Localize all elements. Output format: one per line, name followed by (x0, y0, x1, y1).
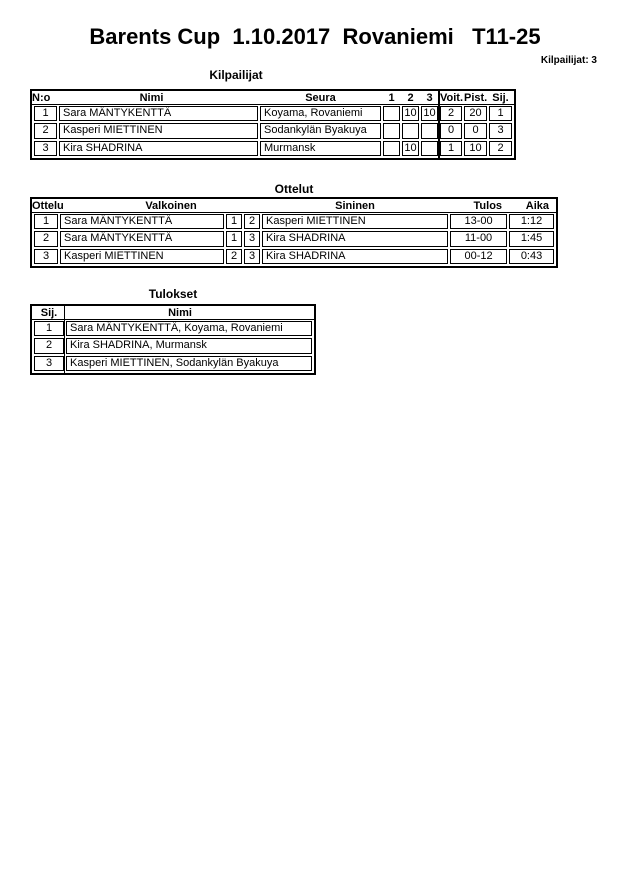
points-cell: 10 (464, 140, 487, 156)
place-separator-line (64, 304, 65, 375)
white-number-cell: 2 (226, 248, 243, 264)
wins-cell: 1 (440, 140, 462, 156)
result-place-cell: 3 (34, 355, 64, 371)
result-name-cell: Sara MÄNTYKENTTÄ, Koyama, Rovaniemi (66, 321, 312, 337)
col-header-club: Seura (305, 92, 336, 104)
competitors-header-row: N:o Nimi Seura 1 2 3 Voit. Pist. Sij. (32, 92, 512, 104)
round1-score-cell (383, 140, 400, 156)
white-competitor-cell: Sara MÄNTYKENTTÄ (60, 214, 224, 230)
competitor-number-cell: 2 (34, 123, 57, 139)
white-number-cell: 1 (226, 231, 243, 247)
page-title: Barents Cup 1.10.2017 Rovaniemi T11-25 (89, 24, 541, 49)
blue-number-cell: 3 (244, 248, 261, 264)
round1-score-cell (383, 106, 400, 122)
competitor-club-cell: Sodankylän Byakuya (260, 123, 381, 139)
col-header-wins: Voit. (440, 92, 464, 104)
competitor-number-cell: 1 (34, 106, 57, 122)
time-cell: 1:12 (509, 214, 555, 230)
matches-table: Ottelu Valkoinen Sininen Tulos Aika 1 Sa… (30, 197, 559, 268)
result-place-cell: 2 (34, 338, 64, 354)
blue-number-cell: 2 (244, 214, 261, 230)
round1-score-cell (383, 123, 400, 139)
match-row: 2 Sara MÄNTYKENTTÄ 1 3 Kira SHADRINA 11-… (34, 231, 555, 247)
competitor-count-label: Kilpailijat: 3 (540, 55, 597, 66)
competitors-table: N:o Nimi Seura 1 2 3 Voit. Pist. Sij. 1 … (30, 89, 516, 160)
results-header-row: Sij. Nimi (34, 308, 312, 319)
competitor-name-cell: Kasperi MIETTINEN (59, 123, 258, 139)
header-divider-line (32, 319, 314, 320)
competitor-number-cell: 3 (34, 140, 57, 156)
place-cell: 2 (489, 140, 512, 156)
wins-cell: 0 (440, 123, 462, 139)
col-header-round1: 1 (388, 92, 395, 104)
result-row: 1 Sara MÄNTYKENTTÄ, Koyama, Rovaniemi (34, 321, 312, 337)
round2-score-cell (402, 123, 419, 139)
competitor-club-cell: Murmansk (260, 140, 381, 156)
col-header-blue: Sininen (335, 200, 375, 212)
blue-number-cell: 3 (244, 231, 261, 247)
col-header-points: Pist. (464, 92, 488, 104)
match-row: 1 Sara MÄNTYKENTTÄ 1 2 Kasperi MIETTINEN… (34, 214, 555, 230)
white-competitor-cell: Kasperi MIETTINEN (60, 248, 224, 264)
competitors-section-heading: Kilpailijat (209, 68, 263, 82)
col-header-match: Ottelu (32, 200, 64, 212)
competitor-name-cell: Kira SHADRINA (59, 140, 258, 156)
place-cell: 3 (489, 123, 512, 139)
col-header-time: Aika (525, 200, 550, 212)
result-name-cell: Kasperi MIETTINEN, Sodankylän Byakuya (66, 355, 312, 371)
matches-header-row: Ottelu Valkoinen Sininen Tulos Aika (32, 200, 554, 212)
competitor-club-cell: Koyama, Rovaniemi (260, 106, 381, 122)
result-name-cell: Kira SHADRINA, Murmansk (66, 338, 312, 354)
blue-competitor-cell: Kira SHADRINA (262, 231, 449, 247)
col-header-round2: 2 (407, 92, 414, 104)
summary-separator-line (438, 89, 440, 160)
round3-score-cell (421, 140, 438, 156)
col-header-place: Sij. (40, 307, 58, 319)
col-header-white: Valkoinen (145, 200, 197, 212)
results-section-heading: Tulokset (148, 287, 198, 301)
result-cell: 13-00 (450, 214, 508, 230)
result-row: 3 Kasperi MIETTINEN, Sodankylän Byakuya (34, 355, 312, 371)
result-row: 2 Kira SHADRINA, Murmansk (34, 338, 312, 354)
points-cell: 0 (464, 123, 487, 139)
competitors-table-wrap: N:o Nimi Seura 1 2 3 Voit. Pist. Sij. 1 … (30, 89, 516, 160)
col-header-result: Tulos (473, 200, 503, 212)
results-table: Sij. Nimi 1 Sara MÄNTYKENTTÄ, Koyama, Ro… (30, 304, 316, 375)
competitor-row: 2 Kasperi MIETTINEN Sodankylän Byakuya 0… (34, 123, 512, 139)
col-header-round3: 3 (426, 92, 433, 104)
wins-cell: 2 (440, 106, 462, 122)
round3-score-cell (421, 123, 438, 139)
results-table-wrap: Sij. Nimi 1 Sara MÄNTYKENTTÄ, Koyama, Ro… (30, 304, 316, 375)
white-number-cell: 1 (226, 214, 243, 230)
white-competitor-cell: Sara MÄNTYKENTTÄ (60, 231, 224, 247)
match-number-cell: 2 (34, 231, 58, 247)
points-cell: 20 (464, 106, 487, 122)
round2-score-cell: 10 (402, 106, 419, 122)
round2-score-cell: 10 (402, 140, 419, 156)
round3-score-cell: 10 (421, 106, 438, 122)
competitor-name-cell: Sara MÄNTYKENTTÄ (59, 106, 258, 122)
blue-competitor-cell: Kasperi MIETTINEN (262, 214, 449, 230)
competitor-row: 3 Kira SHADRINA Murmansk 10 1 10 2 (34, 140, 512, 156)
time-cell: 1:45 (509, 231, 555, 247)
matches-section-heading: Ottelut (274, 182, 314, 196)
time-cell: 0:43 (509, 248, 555, 264)
match-number-cell: 1 (34, 214, 58, 230)
place-cell: 1 (489, 106, 512, 122)
col-header-number: N:o (32, 92, 51, 104)
col-header-name: Nimi (139, 92, 164, 104)
matches-table-wrap: Ottelu Valkoinen Sininen Tulos Aika 1 Sa… (30, 197, 559, 268)
col-header-name: Nimi (168, 307, 192, 319)
competitor-row: 1 Sara MÄNTYKENTTÄ Koyama, Rovaniemi 10 … (34, 106, 512, 122)
match-row: 3 Kasperi MIETTINEN 2 3 Kira SHADRINA 00… (34, 248, 555, 264)
match-number-cell: 3 (34, 248, 58, 264)
result-cell: 11-00 (450, 231, 508, 247)
header-divider-line (32, 212, 556, 213)
col-header-place: Sij. (492, 92, 509, 104)
result-cell: 00-12 (450, 248, 508, 264)
header-divider-line (32, 104, 514, 105)
blue-competitor-cell: Kira SHADRINA (262, 248, 449, 264)
result-place-cell: 1 (34, 321, 64, 337)
